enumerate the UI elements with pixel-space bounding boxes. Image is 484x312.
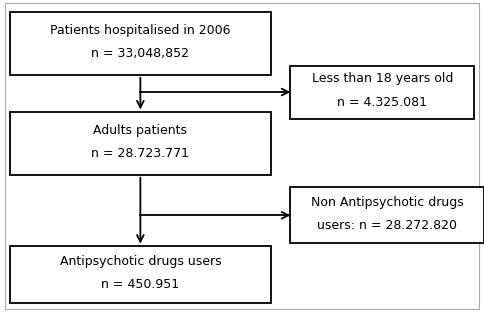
Text: Antipsychotic drugs users: Antipsychotic drugs users (60, 255, 221, 268)
Text: Less than 18 years old: Less than 18 years old (312, 72, 453, 85)
Text: Patients hospitalised in 2006: Patients hospitalised in 2006 (50, 24, 230, 37)
Text: Non Antipsychotic drugs: Non Antipsychotic drugs (311, 196, 464, 209)
FancyBboxPatch shape (10, 246, 271, 303)
FancyBboxPatch shape (290, 66, 474, 119)
FancyBboxPatch shape (290, 187, 484, 243)
Text: Adults patients: Adults patients (93, 124, 187, 137)
Text: n = 4.325.081: n = 4.325.081 (337, 95, 427, 109)
Text: n = 28.723.771: n = 28.723.771 (91, 147, 189, 160)
Text: n = 450.951: n = 450.951 (101, 278, 180, 291)
FancyBboxPatch shape (10, 112, 271, 175)
Text: users: n = 28.272.820: users: n = 28.272.820 (317, 219, 457, 232)
FancyBboxPatch shape (10, 12, 271, 75)
Text: n = 33,048,852: n = 33,048,852 (91, 47, 189, 60)
